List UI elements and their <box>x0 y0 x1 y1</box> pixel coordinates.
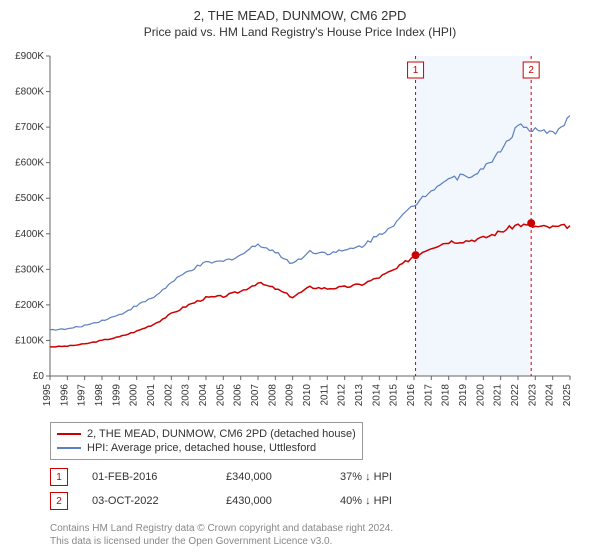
x-tick-label: 1997 <box>77 384 88 407</box>
x-tick-label: 2022 <box>510 384 521 407</box>
marker-date: 01-FEB-2016 <box>92 471 202 483</box>
legend-item: 2, THE MEAD, DUNMOW, CM6 2PD (detached h… <box>57 427 356 441</box>
x-tick-label: 2006 <box>233 384 244 407</box>
footer-line2: This data is licensed under the Open Gov… <box>50 535 393 548</box>
y-tick-label: £0 <box>33 371 45 382</box>
legend-swatch <box>57 433 81 435</box>
x-tick-label: 2013 <box>354 384 365 407</box>
marker-row-box: 2 <box>50 492 68 510</box>
x-tick-label: 1998 <box>94 384 105 407</box>
x-tick-label: 2016 <box>406 384 417 407</box>
x-tick-label: 2003 <box>181 384 192 407</box>
x-tick-label: 1995 <box>42 384 53 407</box>
x-tick-label: 2010 <box>302 384 313 407</box>
footer: Contains HM Land Registry data © Crown c… <box>50 522 393 548</box>
marker-box-label: 2 <box>528 65 534 76</box>
y-tick-label: £200K <box>15 300 44 311</box>
marker-row: 1 01-FEB-2016 £340,000 37% ↓ HPI <box>50 468 392 486</box>
x-tick-label: 2002 <box>163 384 174 407</box>
legend-label: HPI: Average price, detached house, Uttl… <box>87 441 316 455</box>
x-tick-label: 2020 <box>475 384 486 407</box>
marker-price: £340,000 <box>226 471 316 483</box>
x-tick-label: 2005 <box>215 384 226 407</box>
y-tick-label: £600K <box>15 158 44 169</box>
marker-date: 03-OCT-2022 <box>92 495 202 507</box>
x-tick-label: 2000 <box>129 384 140 407</box>
x-tick-label: 2025 <box>562 384 573 407</box>
y-tick-label: £300K <box>15 264 44 275</box>
marker-pct: 40% ↓ HPI <box>340 495 392 507</box>
x-tick-label: 2004 <box>198 384 209 407</box>
x-tick-label: 2007 <box>250 384 261 407</box>
x-tick-label: 2019 <box>458 384 469 407</box>
legend: 2, THE MEAD, DUNMOW, CM6 2PD (detached h… <box>50 422 363 460</box>
marker-pct: 37% ↓ HPI <box>340 471 392 483</box>
x-tick-label: 2018 <box>441 384 452 407</box>
y-tick-label: £800K <box>15 87 44 98</box>
x-tick-label: 2011 <box>319 384 330 406</box>
marker-row: 2 03-OCT-2022 £430,000 40% ↓ HPI <box>50 492 392 510</box>
x-tick-label: 2015 <box>389 384 400 407</box>
x-tick-label: 2008 <box>267 384 278 407</box>
y-tick-label: £500K <box>15 193 44 204</box>
x-tick-label: 2001 <box>146 384 157 407</box>
y-tick-label: £400K <box>15 229 44 240</box>
x-tick-label: 1996 <box>59 384 70 407</box>
x-tick-label: 2017 <box>423 384 434 407</box>
x-tick-label: 2012 <box>337 384 348 407</box>
marker-box-label: 1 <box>413 65 419 76</box>
y-tick-label: £100K <box>15 335 44 346</box>
x-tick-label: 2021 <box>493 384 504 407</box>
legend-label: 2, THE MEAD, DUNMOW, CM6 2PD (detached h… <box>87 427 356 441</box>
x-tick-label: 2023 <box>527 384 538 407</box>
shaded-region <box>416 56 532 376</box>
legend-item: HPI: Average price, detached house, Uttl… <box>57 441 356 455</box>
price-chart: £0 £100K £200K £300K £400K £500K £600K £700K £80… <box>0 0 600 426</box>
footer-line1: Contains HM Land Registry data © Crown c… <box>50 522 393 535</box>
y-tick-label: £700K <box>15 122 44 133</box>
x-tick-label: 2024 <box>545 384 556 407</box>
marker-row-box: 1 <box>50 468 68 486</box>
y-tick-label: £900K <box>15 51 44 62</box>
x-tick-label: 2009 <box>285 384 296 407</box>
x-tick-label: 1999 <box>111 384 122 407</box>
x-tick-label: 2014 <box>371 384 382 407</box>
legend-swatch <box>57 447 81 449</box>
marker-price: £430,000 <box>226 495 316 507</box>
